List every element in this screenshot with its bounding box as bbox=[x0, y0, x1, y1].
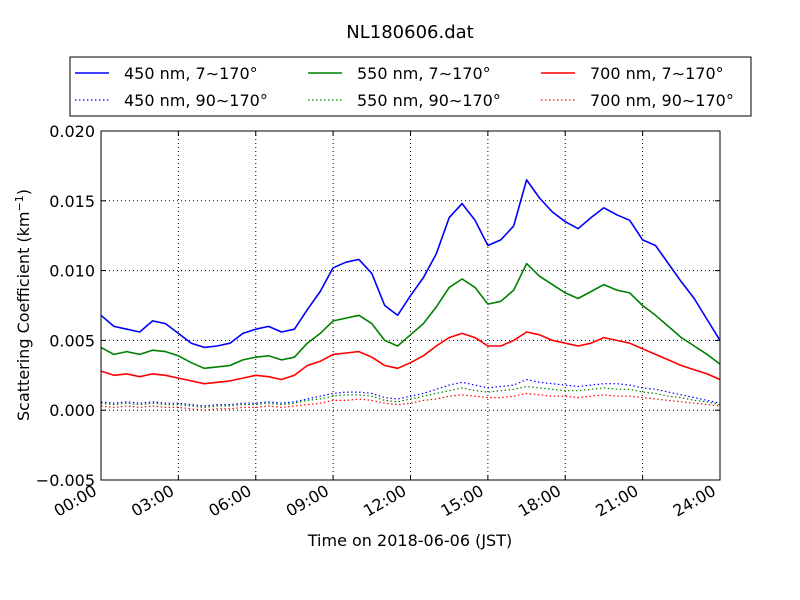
y-axis-label: Scattering Coefficient (km−1) bbox=[13, 189, 33, 421]
series-layer bbox=[100, 179, 721, 411]
series-line-2 bbox=[100, 331, 721, 385]
x-axis-label: Time on 2018-06-06 (JST) bbox=[307, 531, 512, 550]
series-line-3 bbox=[100, 378, 721, 407]
legend-label-2: 700 nm, 7∼170° bbox=[590, 64, 724, 83]
legend: 450 nm, 7∼170° 550 nm, 7∼170° 700 nm, 7∼17… bbox=[69, 56, 752, 117]
chart-title: NL180606.dat bbox=[346, 22, 473, 43]
legend-label-4: 550 nm, 90∼170° bbox=[357, 91, 501, 110]
y-tick-label: 0.015 bbox=[49, 192, 95, 211]
y-axis-label-superscript: −1 bbox=[13, 195, 26, 211]
series-line-4 bbox=[100, 385, 721, 408]
y-axis-label-end: ) bbox=[14, 189, 33, 195]
legend-label-5: 700 nm, 90∼170° bbox=[590, 91, 734, 110]
series-line-0 bbox=[100, 179, 721, 349]
legend-box bbox=[69, 56, 752, 117]
legend-label-0: 450 nm, 7∼170° bbox=[124, 64, 258, 83]
y-tick-label: 0.010 bbox=[49, 262, 95, 281]
y-tick-label: −0.005 bbox=[36, 471, 95, 490]
y-tick-label: 0.000 bbox=[49, 401, 95, 420]
y-axis-label-main: Scattering Coefficient (km bbox=[14, 211, 33, 421]
legend-label-1: 550 nm, 7∼170° bbox=[357, 64, 491, 83]
y-tick-label: 0.005 bbox=[49, 331, 95, 350]
legend-label-3: 450 nm, 90∼170° bbox=[124, 91, 268, 110]
series-line-1 bbox=[100, 262, 721, 370]
y-tick-label: 0.020 bbox=[49, 122, 95, 141]
legend-items: 450 nm, 7∼170° 550 nm, 7∼170° 700 nm, 7∼17… bbox=[75, 64, 734, 110]
